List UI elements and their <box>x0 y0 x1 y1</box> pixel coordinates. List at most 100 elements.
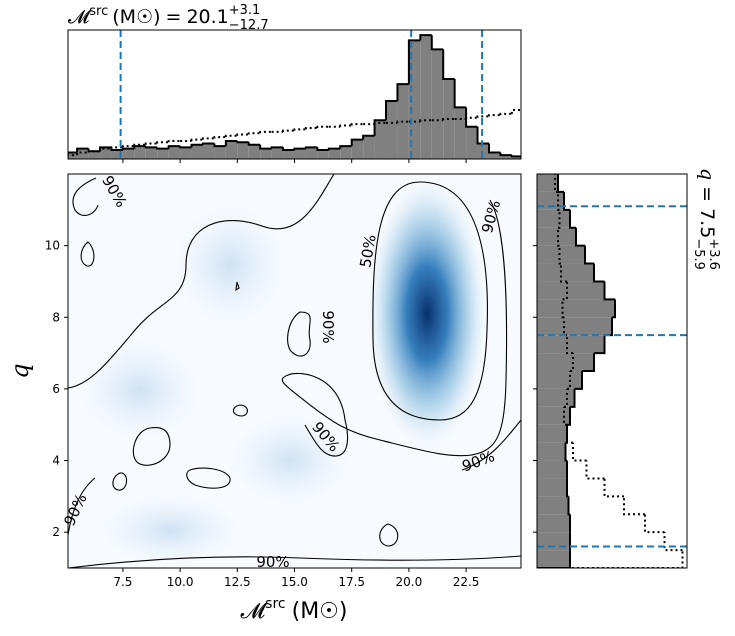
hist-bar <box>100 147 112 159</box>
hist-step <box>585 460 605 480</box>
right-histogram <box>536 173 688 569</box>
contour-90 <box>186 467 231 489</box>
hist-bar <box>537 353 594 371</box>
hist-step <box>362 134 375 140</box>
contour-90 <box>281 199 508 457</box>
hist-step <box>76 151 89 156</box>
faint-blob <box>230 415 350 505</box>
faint-blob <box>80 340 200 440</box>
hist-bar <box>500 155 512 159</box>
hist-bar <box>537 317 612 336</box>
hist-bar <box>374 120 387 159</box>
hist-step <box>373 121 387 125</box>
main-panel: 50% 90% 90% 90% 90% 90% 90% 90% <box>60 173 522 571</box>
hist-bar <box>537 335 605 354</box>
contour-90 <box>235 281 240 292</box>
x-tick-label: 17.5 <box>338 575 365 589</box>
x-title-sup: src <box>89 4 108 19</box>
y-tick-label: 10 <box>45 239 60 253</box>
hist-step <box>293 128 306 131</box>
hist-step <box>407 39 421 85</box>
x-title-plus: +3.1 <box>229 3 261 18</box>
x-tick-label: 12.5 <box>224 575 251 589</box>
y-axis-label: q <box>6 363 34 378</box>
hist-step <box>554 174 558 193</box>
hist-step <box>99 147 112 152</box>
hist-step <box>133 143 146 147</box>
x-title-minus: −12.7 <box>229 18 269 33</box>
hist-step <box>156 141 169 144</box>
hist-bar <box>408 40 421 159</box>
hist-step <box>564 442 567 462</box>
hist-step <box>190 143 203 148</box>
y-tick-label: 8 <box>52 310 60 324</box>
hist-step <box>247 142 261 146</box>
hist-step <box>327 147 341 150</box>
contour-90 <box>68 477 96 536</box>
hist-step <box>442 49 455 81</box>
contour-90 <box>68 555 521 568</box>
hist-step <box>561 299 564 319</box>
y-tick-label: 2 <box>52 525 60 539</box>
hist-step <box>236 133 249 136</box>
hist-bar <box>511 156 521 159</box>
hist-bar <box>111 149 123 159</box>
hist-bar <box>157 148 169 159</box>
hist-bar <box>420 35 432 159</box>
hist-bar <box>397 84 409 159</box>
y-title-median: 7.5 <box>696 208 718 238</box>
hist-bar <box>537 245 585 264</box>
density-layer <box>367 178 487 449</box>
x-tick-label: 7.5 <box>113 575 132 589</box>
hist-step <box>144 146 158 149</box>
hist-step <box>350 123 364 126</box>
hist-bar <box>537 514 570 533</box>
hist-bar <box>260 148 272 159</box>
hist-bar <box>271 147 284 159</box>
hist-bar <box>537 496 569 515</box>
hist-step <box>87 150 101 153</box>
contour-90 <box>72 177 99 216</box>
hist-bar <box>537 388 575 407</box>
hist-bar <box>537 227 576 246</box>
x-axis-label: 𝓜src (M☉) <box>241 596 348 624</box>
hist-step <box>270 146 284 149</box>
hist-bar <box>537 460 567 479</box>
hist-step <box>373 119 387 136</box>
x-label-symbol: 𝓜 <box>241 599 268 624</box>
hist-bar <box>537 442 566 461</box>
hist-step <box>537 550 571 568</box>
hist-step <box>623 496 645 516</box>
hist-bar <box>537 406 570 425</box>
hist-step <box>385 99 398 121</box>
hist-step <box>282 147 295 151</box>
hist-step <box>259 130 272 134</box>
hist-step <box>593 263 605 283</box>
contour-label: 50% <box>356 233 380 269</box>
hist-step <box>304 146 318 149</box>
hist-step <box>465 116 478 120</box>
hist-step <box>499 152 512 157</box>
hist-bar <box>191 144 203 159</box>
hist-step <box>350 138 364 147</box>
hist-step <box>213 143 226 148</box>
hist-bar <box>225 140 238 159</box>
hist-bar <box>202 143 215 159</box>
hist-step <box>293 147 306 150</box>
hist-step <box>213 136 226 139</box>
hist-step <box>419 34 432 41</box>
hist-step <box>663 532 683 552</box>
hist-step <box>558 245 561 265</box>
hist-step <box>567 371 571 390</box>
hist-step <box>76 147 89 153</box>
x-tick-label: 15.0 <box>281 575 308 589</box>
hist-step <box>566 478 569 498</box>
hist-step <box>476 115 489 118</box>
contour-90 <box>379 523 399 547</box>
contour-90 <box>461 419 521 471</box>
hist-step <box>167 139 181 143</box>
hist-step <box>557 174 564 193</box>
hist-step <box>572 442 587 462</box>
contour-90 <box>132 426 171 466</box>
